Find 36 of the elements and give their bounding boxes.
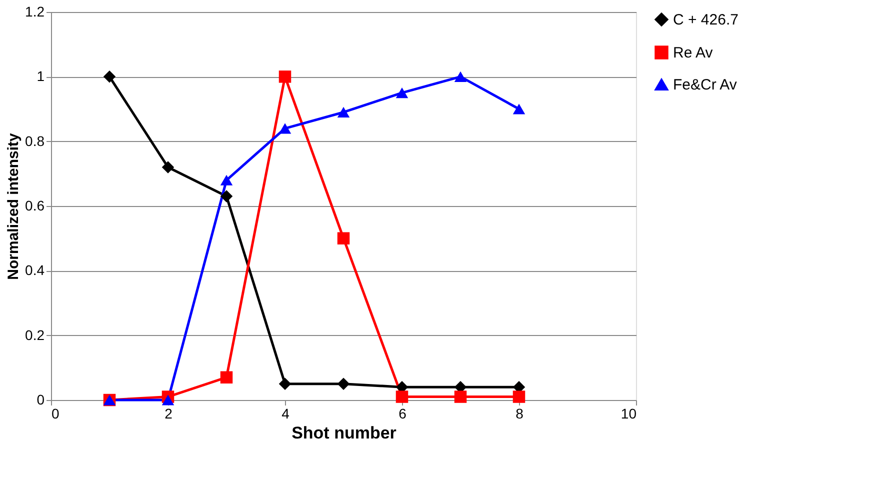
point xyxy=(103,70,116,83)
x-tick-label: 4 xyxy=(282,406,290,422)
y-tick-label: 0.4 xyxy=(25,262,45,278)
point xyxy=(454,390,467,403)
point xyxy=(278,123,292,134)
x-tick-label: 6 xyxy=(398,406,407,422)
x-axis-title: Shot number xyxy=(292,424,397,442)
point xyxy=(220,371,233,384)
x-tick-label: 2 xyxy=(164,406,173,422)
x-tick-label: 10 xyxy=(620,406,637,422)
point xyxy=(512,104,526,114)
point xyxy=(337,106,350,118)
point xyxy=(512,390,526,403)
y-tick-label: 0.2 xyxy=(25,326,45,343)
point xyxy=(454,71,467,82)
point xyxy=(278,70,292,83)
point xyxy=(278,378,292,390)
point xyxy=(396,390,408,403)
y-tick-label: 1.2 xyxy=(25,4,45,20)
y-tick-label: 1 xyxy=(36,68,45,84)
legend-label: Re Av xyxy=(673,44,714,62)
y-tick-label: 0 xyxy=(36,392,45,408)
point xyxy=(337,232,350,244)
legend-label: Fe&Cr Av xyxy=(673,76,738,94)
point xyxy=(162,161,174,174)
x-tick-label: 0 xyxy=(52,406,60,422)
point xyxy=(220,190,233,202)
y-axis-title: Normalized intensity xyxy=(5,132,22,280)
point xyxy=(337,378,350,390)
point xyxy=(396,88,408,98)
point xyxy=(220,174,233,186)
y-tick-label: 0.8 xyxy=(25,132,45,149)
y-tick-label: 0.6 xyxy=(25,198,45,214)
point xyxy=(162,394,174,406)
x-tick-label: 8 xyxy=(516,406,524,422)
legend-label: C + 426.7 xyxy=(673,12,738,28)
